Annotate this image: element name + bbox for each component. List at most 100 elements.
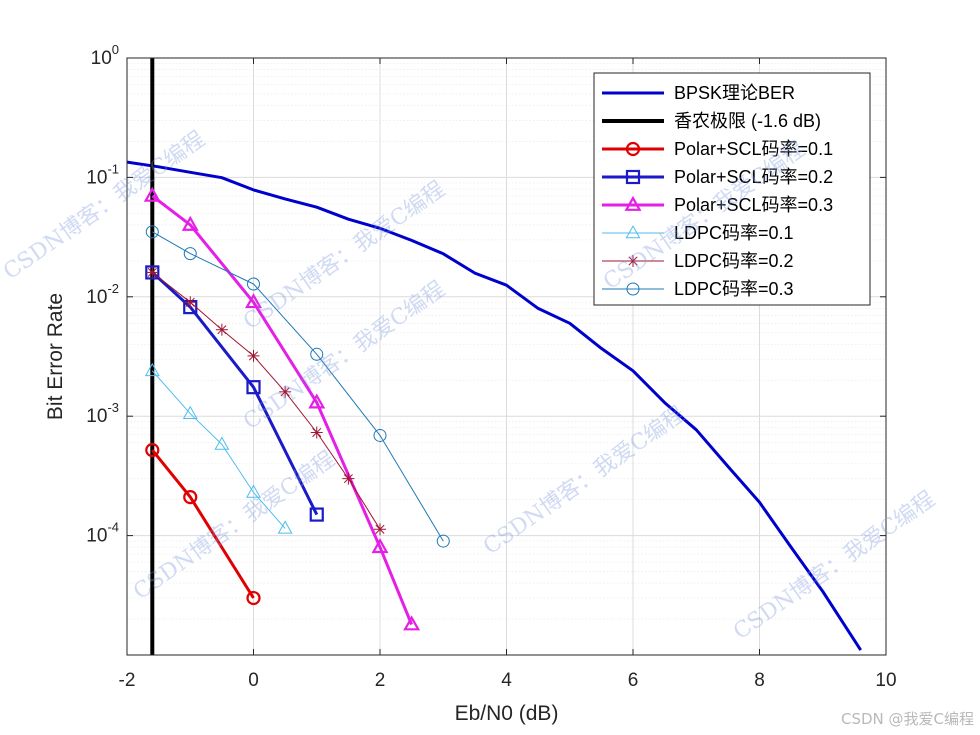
- series-2: [145, 443, 261, 606]
- legend-entry: Polar+SCL码率=0.1: [602, 139, 833, 159]
- star-stroke: [343, 474, 353, 484]
- legend-marker: [627, 255, 639, 267]
- legend-label: 香农极限 (-1.6 dB): [674, 111, 821, 131]
- legend-marker: [625, 169, 641, 185]
- series-line: [151, 272, 381, 530]
- legend-label: LDPC码率=0.3: [674, 279, 794, 299]
- footer-watermark: CSDN @我爱C编程: [840, 710, 974, 728]
- legend-label: Polar+SCL码率=0.1: [674, 139, 833, 159]
- y-tick-base: 10: [86, 287, 107, 308]
- legend-box: [593, 72, 871, 306]
- series-6: [146, 266, 386, 536]
- legend: BPSK理论BER 香农极限 (-1.6 dB) Polar+SCL码率=0.1 Po…: [593, 72, 871, 306]
- star-stroke: [248, 351, 259, 361]
- x-axis-label: Eb/N0 (dB): [455, 702, 559, 725]
- series-7: [145, 225, 450, 548]
- legend-label: Polar+SCL码率=0.2: [674, 167, 833, 187]
- series-line: [151, 194, 413, 626]
- y-axis-label: Bit Error Rate: [44, 293, 67, 420]
- legend-entry: Polar+SCL码率=0.3: [602, 195, 833, 215]
- legend-marker: [625, 141, 641, 157]
- data-point: [310, 347, 324, 361]
- x-tick-label: 0: [248, 670, 259, 691]
- star-stroke: [312, 427, 322, 438]
- x-tick-label: 6: [628, 670, 639, 691]
- y-tick-label: 10-3: [86, 400, 119, 427]
- data-point: [308, 393, 326, 409]
- data-point: [277, 520, 293, 534]
- legend-marker: [624, 195, 642, 211]
- data-point: [373, 428, 387, 442]
- data-point: [310, 426, 323, 439]
- legend-marker: [625, 225, 641, 239]
- legend-entry: BPSK理论BER: [602, 83, 795, 103]
- series-5: [144, 362, 293, 534]
- legend-label: Polar+SCL码率=0.3: [674, 195, 833, 215]
- series-line: [127, 160, 862, 651]
- data-point: [183, 490, 198, 505]
- data-point: [184, 296, 197, 309]
- y-tick-label: 10-1: [86, 161, 119, 188]
- x-tick-label: -2: [119, 670, 136, 691]
- x-tick-label: 8: [754, 670, 765, 691]
- legend-entry: Polar+SCL码率=0.2: [602, 167, 833, 187]
- data-point: [374, 523, 386, 536]
- series-line: [152, 231, 444, 542]
- data-point: [403, 615, 421, 631]
- data-point: [436, 534, 450, 548]
- x-tick-label: 2: [375, 670, 386, 691]
- y-tick-base: 10: [86, 526, 107, 547]
- star-stroke: [280, 387, 290, 397]
- legend-entry: LDPC码率=0.2: [602, 251, 794, 271]
- data-point: [279, 385, 292, 398]
- series-0: [127, 160, 862, 651]
- data-point: [246, 484, 261, 498]
- data-point: [246, 380, 261, 395]
- y-tick-base: 10: [86, 406, 107, 427]
- y-tick-label: 10-2: [86, 281, 119, 308]
- y-tick-label: 100: [91, 42, 119, 69]
- data-point: [143, 186, 161, 202]
- series-line: [151, 449, 255, 599]
- data-point: [181, 215, 199, 231]
- series-line: [151, 271, 319, 516]
- data-point: [247, 349, 260, 362]
- y-tick-base: 10: [86, 167, 107, 188]
- y-tick-exponent: -1: [107, 161, 119, 176]
- data-point: [309, 507, 324, 522]
- data-point: [145, 225, 159, 239]
- legend-label: LDPC码率=0.1: [674, 223, 794, 243]
- legend-entry: LDPC码率=0.3: [602, 279, 794, 299]
- y-tick-exponent: -4: [107, 520, 119, 535]
- data-point: [247, 277, 260, 291]
- data-point: [145, 443, 160, 458]
- x-tick-label: 4: [501, 670, 512, 691]
- y-tick-base: 10: [91, 48, 112, 69]
- data-point: [215, 323, 228, 336]
- y-tick-label: 10-4: [86, 520, 119, 547]
- star-stroke: [217, 325, 227, 335]
- legend-label: BPSK理论BER: [674, 83, 795, 103]
- data-point: [144, 362, 160, 377]
- y-tick-exponent: -3: [107, 400, 119, 415]
- legend-entry: 香农极限 (-1.6 dB): [602, 111, 821, 131]
- data-point: [342, 472, 355, 485]
- star-stroke: [628, 256, 638, 266]
- data-point: [371, 538, 389, 554]
- data-point: [183, 247, 197, 261]
- y-tick-exponent: -2: [107, 281, 119, 296]
- series-4: [143, 186, 421, 631]
- series-line: [151, 370, 286, 529]
- data-point: [246, 590, 261, 606]
- legend-entry: LDPC码率=0.1: [602, 223, 794, 243]
- data-point: [182, 405, 198, 419]
- y-tick-exponent: 0: [112, 42, 119, 57]
- star-stroke: [375, 524, 385, 534]
- legend-marker: [626, 282, 640, 296]
- data-point: [245, 293, 262, 309]
- plot-series: [127, 58, 862, 655]
- legend-label: LDPC码率=0.2: [674, 251, 794, 271]
- star-stroke: [147, 267, 157, 277]
